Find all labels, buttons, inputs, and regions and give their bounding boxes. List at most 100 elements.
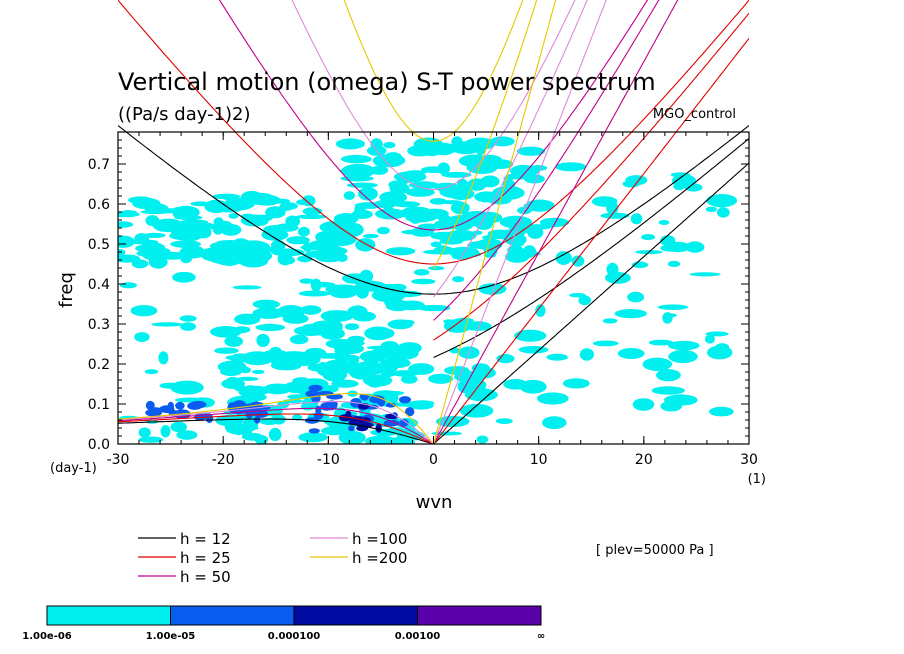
- power-cell-level-2: [145, 400, 155, 410]
- power-cell-level-1: [389, 290, 422, 298]
- x-tick-label: -30: [107, 452, 130, 468]
- power-cell-level-1: [170, 240, 202, 248]
- power-cell-level-1: [118, 221, 134, 228]
- power-cell-level-2: [254, 416, 261, 424]
- power-cell-level-1: [405, 213, 434, 223]
- power-cell-level-1: [630, 213, 643, 225]
- curve-eig-h-25: [433, 12, 749, 341]
- power-cell-level-1: [335, 138, 365, 150]
- chart-subtitle: ((Pa/s day-1)2): [118, 104, 251, 125]
- power-cell-level-1: [297, 226, 310, 237]
- power-cell-level-1: [179, 315, 197, 322]
- power-cell-level-1: [327, 284, 358, 291]
- power-cell-level-1: [537, 392, 569, 405]
- power-cell-level-1: [614, 309, 647, 319]
- power-cell-level-1: [150, 208, 180, 214]
- power-cell-level-1: [341, 163, 376, 178]
- power-cell-level-3: [375, 423, 382, 433]
- curve-kelvin-h-50: [433, 0, 679, 444]
- power-cell-level-2: [399, 396, 411, 404]
- power-cell-level-1: [363, 233, 379, 239]
- power-cell-level-1: [172, 271, 196, 283]
- power-cell-level-1: [471, 363, 490, 373]
- power-cell-level-1: [617, 348, 645, 359]
- power-cell-level-1: [344, 323, 360, 331]
- power-cell-level-1: [393, 171, 427, 183]
- power-cell-level-1: [252, 369, 265, 374]
- power-cell-level-1: [252, 307, 285, 319]
- power-cell-level-2: [348, 425, 355, 432]
- power-cell-level-1: [130, 305, 158, 317]
- power-cell-level-1: [466, 161, 498, 175]
- x-unit-label: (1): [748, 472, 766, 487]
- power-cell-level-1: [234, 313, 261, 325]
- power-cell-level-1: [632, 398, 655, 411]
- power-cell-level-1: [642, 357, 672, 371]
- power-cell-level-2: [308, 428, 320, 434]
- power-cell-level-2: [405, 407, 415, 417]
- power-cell-level-1: [379, 328, 395, 339]
- power-cell-level-1: [376, 226, 390, 235]
- power-cell-level-1: [338, 430, 366, 444]
- power-cell-level-1: [384, 296, 403, 308]
- power-cell-level-1: [244, 192, 276, 205]
- power-cell-level-1: [496, 354, 515, 364]
- power-cell-level-1: [451, 251, 471, 260]
- power-cell-level-1: [300, 305, 322, 315]
- power-cell-level-1: [331, 379, 359, 388]
- y-axis-label: freq: [56, 272, 77, 308]
- power-cell-level-1: [159, 382, 181, 389]
- colorbar-label: ∞: [537, 631, 545, 642]
- power-cell-level-1: [430, 241, 442, 248]
- power-cell-level-1: [527, 226, 544, 239]
- power-cell-level-1: [296, 199, 313, 206]
- power-cell-level-1: [138, 427, 151, 438]
- curve-er-h-200: [118, 392, 434, 444]
- power-cell-level-1: [302, 207, 323, 216]
- power-cell-level-1: [138, 436, 164, 443]
- power-cell-level-3: [384, 413, 398, 419]
- power-cell-level-1: [224, 335, 244, 347]
- power-cell-level-1: [144, 369, 159, 375]
- colorbar: 1.00e-06 1.00e-05 0.000100 0.00100 ∞: [22, 605, 545, 642]
- power-cell-level-1: [134, 332, 150, 342]
- power-cell-level-1: [134, 233, 150, 245]
- x-tick-label: -10: [317, 452, 340, 468]
- colorbar-label: 0.000100: [268, 631, 321, 642]
- power-cell-level-1: [273, 198, 290, 204]
- power-cell-level-1: [284, 256, 296, 265]
- chart-title: Vertical motion (omega) S-T power spectr…: [118, 68, 656, 96]
- power-cell-level-1: [709, 406, 734, 417]
- power-cell-level-1: [296, 214, 327, 219]
- power-cell-level-1: [286, 236, 310, 245]
- power-cell-level-1: [236, 376, 259, 381]
- y-tick-label: 0.5: [88, 237, 110, 253]
- dispersion-curves: [118, 0, 749, 444]
- power-cell-level-1: [385, 391, 405, 396]
- axis-ticks: -30 -20 -10 0 10 20 30 0.0 0.1 0.2 0.3 0.4 0.5 0.6 0.7: [88, 132, 758, 468]
- power-cell-level-1: [232, 285, 262, 290]
- power-cell-level-1: [592, 340, 619, 347]
- power-cell-level-1: [408, 363, 435, 375]
- power-cell-level-1: [204, 199, 229, 214]
- power-cell-level-1: [135, 244, 154, 252]
- power-cell-level-1: [427, 266, 445, 271]
- power-cell-level-1: [358, 187, 378, 201]
- power-cell-level-1: [443, 366, 470, 375]
- power-cell-level-1: [200, 248, 231, 262]
- power-cell-level-1: [228, 213, 239, 219]
- power-cell-level-1: [151, 322, 183, 327]
- power-cell-level-1: [354, 361, 384, 374]
- power-cell-level-1: [300, 402, 315, 411]
- power-cell-level-1: [298, 290, 331, 297]
- power-cell-level-1: [143, 232, 166, 238]
- power-cell-level-1: [255, 323, 286, 331]
- power-cell-level-1: [476, 435, 489, 444]
- power-cell-level-1: [120, 282, 137, 289]
- power-cell-level-1: [707, 345, 733, 360]
- power-cell-level-1: [429, 198, 447, 205]
- power-cell-level-1: [176, 430, 198, 440]
- power-cell-level-1: [352, 311, 376, 322]
- y-tick-label: 0.3: [88, 317, 110, 333]
